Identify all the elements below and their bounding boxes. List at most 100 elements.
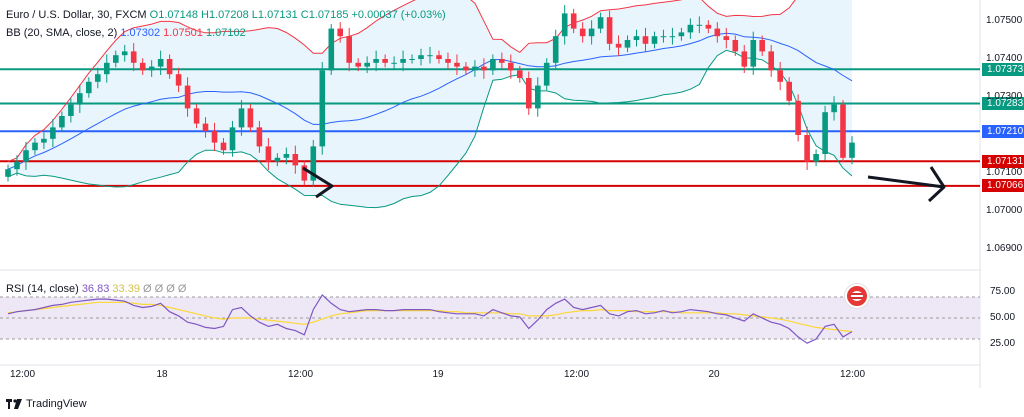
candle: [517, 65, 523, 83]
candle-body: [50, 127, 56, 139]
candle: [463, 62, 469, 75]
candle-body: [238, 108, 245, 128]
symbol-legend: Euro / U.S. Dollar, 30, FXCM O1.07148 H1…: [6, 8, 446, 22]
candle-body: [508, 62, 514, 71]
candle: [409, 54, 415, 64]
level-price-tag[interactable]: 1.07131: [982, 154, 1024, 168]
candle: [130, 43, 137, 72]
candle: [660, 29, 667, 43]
candle: [642, 27, 649, 53]
candle-body: [310, 146, 317, 181]
candle-body: [220, 142, 227, 151]
candle: [400, 50, 406, 72]
candle: [579, 22, 586, 43]
candle-body: [32, 142, 38, 151]
candle: [633, 29, 640, 47]
rsi-extra: Ø Ø Ø Ø: [143, 283, 187, 295]
candle: [678, 27, 685, 41]
candle-body: [499, 59, 505, 63]
candle-body: [552, 36, 559, 63]
candle: [723, 27, 730, 49]
candle-body: [193, 108, 200, 124]
candle: [777, 62, 783, 91]
candle: [139, 58, 146, 75]
level-price-tag[interactable]: 1.07283: [982, 97, 1024, 110]
candle-body: [777, 70, 783, 82]
candle: [337, 22, 343, 43]
candle: [606, 10, 613, 51]
candle-body: [148, 66, 155, 71]
candle-body: [337, 28, 343, 37]
candle-body: [570, 13, 577, 29]
candle: [427, 46, 433, 64]
us-flag-icon[interactable]: [845, 284, 869, 308]
candle-body: [427, 55, 433, 57]
candle: [14, 155, 20, 176]
candle-body: [822, 112, 828, 154]
candle-body: [687, 24, 694, 33]
arrow-right-icon: [302, 166, 334, 199]
candle: [445, 52, 451, 70]
price-tick-label: 1.07000: [986, 205, 1023, 216]
candle: [104, 54, 110, 83]
candle-body: [624, 40, 631, 48]
candle: [651, 31, 658, 49]
candle-body: [463, 66, 469, 71]
rsi-tick-label: 25.00: [990, 338, 1016, 350]
candle-body: [526, 78, 532, 109]
rsi-legend: RSI (14, close) 36.83 33.39 Ø Ø Ø Ø: [6, 282, 186, 296]
bollinger-lines: [7, 0, 853, 209]
candle: [113, 50, 119, 68]
candle-body: [535, 85, 541, 109]
candle: [669, 27, 676, 45]
candlestick-series: [5, 5, 855, 188]
candle-body: [597, 17, 604, 29]
footer-brand[interactable]: TradingView: [6, 398, 87, 410]
candle: [561, 5, 568, 45]
candle-body: [23, 150, 29, 162]
candle: [175, 67, 182, 93]
candle: [472, 60, 478, 77]
candle-body: [795, 100, 801, 135]
price-tick-label: 1.07300: [986, 91, 1023, 102]
candle: [831, 96, 837, 121]
candle-body: [741, 51, 748, 67]
candle-body: [418, 55, 424, 59]
candle-body: [319, 70, 326, 147]
rsi-pane: [0, 293, 980, 344]
candle-body: [391, 62, 397, 64]
brand-name: TradingView: [26, 398, 87, 410]
rsi-label: RSI (14, close): [6, 283, 79, 295]
candle-body: [301, 165, 308, 181]
candle-body: [409, 59, 415, 60]
candle: [364, 56, 370, 74]
candle: [597, 12, 604, 34]
rsi-tick-label: 75.00: [990, 285, 1016, 297]
candle-body: [849, 142, 855, 158]
candle-body: [786, 81, 792, 101]
rsi-tick-label: 50.00: [990, 312, 1016, 323]
level-price-tag[interactable]: 1.07066: [982, 179, 1024, 193]
tradingview-logo-icon: [6, 399, 22, 409]
time-tick-label: 12:00: [840, 369, 866, 380]
candle: [166, 54, 173, 79]
candle: [50, 119, 56, 148]
candle: [849, 136, 855, 165]
level-price-tag[interactable]: 1.07210: [982, 124, 1024, 138]
candle: [481, 58, 487, 79]
candle: [373, 50, 379, 72]
candle-body: [606, 17, 613, 44]
candle: [804, 126, 810, 170]
candle-body: [723, 36, 730, 40]
candle: [310, 139, 317, 188]
bb-basis-line: [7, 32, 853, 170]
candle-body: [669, 36, 676, 38]
candle: [265, 138, 272, 170]
candle-body: [113, 55, 119, 63]
level-price-tag[interactable]: 1.07373: [982, 62, 1024, 76]
candle-body: [355, 62, 361, 67]
candle: [696, 16, 703, 34]
candle: [705, 20, 712, 34]
candle: [499, 52, 505, 70]
